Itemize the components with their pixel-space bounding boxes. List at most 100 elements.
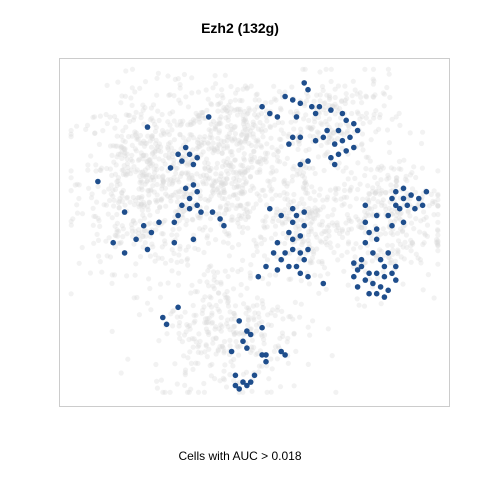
background-cell-point — [335, 83, 341, 89]
highlighted-cell-point — [186, 205, 193, 212]
background-cell-point — [245, 317, 251, 323]
highlighted-cell-point — [286, 263, 292, 270]
highlighted-cell-point — [354, 127, 361, 134]
background-cell-point — [171, 118, 177, 124]
background-cell-point — [183, 156, 189, 162]
background-cell-point — [204, 233, 211, 239]
background-cell-point — [152, 154, 158, 160]
background-cell-point — [171, 250, 177, 257]
background-cell-point — [112, 186, 118, 193]
background-cell-point — [117, 240, 123, 246]
background-cell-point — [312, 170, 318, 177]
background-cell-point — [282, 240, 288, 247]
background-cell-point — [177, 335, 183, 341]
background-cell-point — [285, 202, 292, 208]
background-cell-point — [260, 218, 266, 224]
background-cell-point — [378, 190, 384, 196]
background-cell-point — [424, 222, 431, 228]
background-cell-point — [370, 76, 376, 82]
background-cell-point — [341, 194, 347, 200]
background-cell-point — [270, 218, 276, 224]
background-cell-point — [210, 190, 216, 196]
background-cell-point — [243, 135, 250, 141]
background-cell-point — [160, 173, 166, 179]
background-cell-point — [204, 279, 210, 285]
background-cell-point — [326, 96, 333, 102]
background-cell-point — [317, 98, 323, 104]
background-cell-point — [220, 375, 226, 381]
background-cell-point — [142, 140, 148, 146]
background-cell-point — [258, 331, 264, 338]
background-cell-point — [269, 196, 275, 202]
background-cell-point — [241, 170, 247, 176]
background-cell-point — [119, 144, 125, 150]
background-cell-point — [196, 342, 202, 348]
background-cell-point — [154, 378, 160, 384]
background-cell-point — [341, 201, 347, 207]
background-cell-point — [148, 105, 154, 111]
background-cell-point — [91, 213, 97, 219]
background-cell-point — [159, 196, 165, 202]
background-cell-point — [219, 324, 225, 330]
background-cell-point — [275, 304, 281, 310]
background-cell-point — [231, 170, 237, 176]
background-cell-point — [225, 324, 231, 330]
background-cell-point — [328, 132, 334, 138]
background-cell-point — [129, 152, 135, 158]
background-cell-point — [299, 173, 305, 179]
background-cell-point — [138, 201, 144, 207]
highlighted-cell-point — [221, 222, 227, 229]
background-cell-point — [228, 166, 234, 172]
background-cell-point — [255, 159, 261, 165]
background-cell-point — [247, 187, 254, 194]
background-cell-point — [363, 94, 370, 100]
background-cell-point — [160, 174, 166, 180]
background-cell-point — [237, 203, 243, 209]
background-cell-point — [68, 218, 74, 224]
background-cell-point — [174, 199, 180, 205]
highlighted-cell-point — [156, 219, 162, 226]
background-cell-point — [221, 189, 227, 195]
background-cell-point — [209, 312, 215, 318]
background-cell-point — [305, 361, 311, 367]
background-cell-point — [233, 178, 239, 184]
background-cell-point — [306, 229, 312, 235]
background-cell-point — [226, 102, 232, 108]
background-cell-point — [191, 336, 197, 342]
background-cell-point — [121, 147, 127, 153]
background-cell-point — [264, 389, 270, 395]
background-cell-point — [244, 111, 250, 117]
background-cell-point — [183, 247, 189, 253]
background-cell-point — [188, 360, 194, 366]
background-cell-point — [162, 260, 169, 266]
background-cell-point — [354, 109, 360, 115]
background-cell-point — [120, 234, 126, 240]
background-cell-point — [98, 167, 104, 173]
background-cell-point — [254, 104, 260, 110]
background-cell-point — [291, 383, 297, 389]
background-cell-point — [307, 214, 313, 220]
background-cell-point — [346, 239, 352, 245]
background-cell-point — [177, 189, 183, 195]
background-cell-point — [259, 187, 265, 193]
background-cell-point — [307, 125, 313, 131]
background-cell-point — [262, 225, 268, 231]
highlighted-cell-point — [175, 212, 181, 219]
background-cell-point — [148, 160, 154, 166]
background-cell-point — [129, 133, 135, 139]
background-cell-point — [213, 335, 219, 341]
background-cell-point — [224, 321, 230, 327]
background-cell-point — [180, 194, 186, 200]
background-cell-point — [326, 102, 332, 108]
background-cell-point — [261, 341, 267, 347]
background-cell-point — [74, 123, 80, 129]
background-cell-point — [219, 150, 225, 156]
background-cell-point — [258, 241, 265, 247]
background-cell-point — [215, 348, 221, 354]
background-cell-point — [195, 246, 201, 253]
background-cell-point — [156, 338, 162, 344]
background-cell-point — [160, 231, 166, 237]
background-cell-point — [435, 232, 441, 238]
background-cell-point — [229, 244, 235, 250]
background-cell-point — [257, 119, 263, 126]
